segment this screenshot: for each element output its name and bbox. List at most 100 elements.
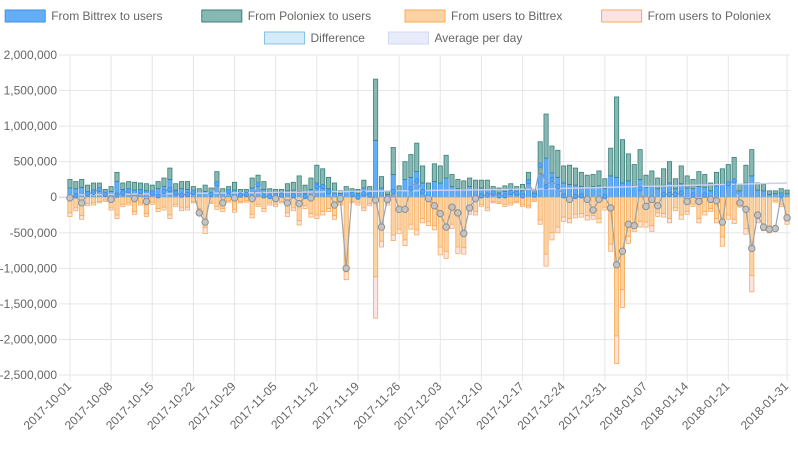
difference-point[interactable] [642, 202, 650, 211]
difference-point[interactable] [478, 193, 485, 199]
difference-point[interactable] [695, 197, 703, 206]
difference-point[interactable] [314, 183, 320, 190]
difference-point[interactable] [742, 205, 750, 214]
difference-point[interactable] [565, 195, 574, 204]
difference-point[interactable] [778, 192, 784, 198]
difference-point[interactable] [537, 162, 543, 168]
difference-point[interactable] [243, 191, 249, 198]
difference-point[interactable] [442, 223, 450, 231]
difference-point[interactable] [460, 229, 468, 238]
difference-point[interactable] [618, 247, 627, 255]
difference-point[interactable] [330, 201, 339, 209]
difference-point[interactable] [73, 193, 79, 199]
difference-point[interactable] [555, 183, 561, 190]
difference-point[interactable] [137, 188, 144, 195]
difference-point[interactable] [771, 224, 780, 233]
difference-point[interactable] [114, 192, 120, 198]
difference-point[interactable] [560, 193, 567, 199]
difference-point[interactable] [543, 183, 549, 190]
difference-point[interactable] [783, 214, 791, 222]
difference-point[interactable] [342, 264, 350, 273]
difference-point[interactable] [436, 209, 444, 218]
difference-point[interactable] [390, 188, 396, 195]
difference-point[interactable] [496, 193, 502, 199]
difference-point[interactable] [278, 192, 285, 198]
difference-point[interactable] [248, 194, 256, 203]
difference-point[interactable] [120, 190, 126, 196]
difference-point[interactable] [578, 193, 585, 199]
difference-point[interactable] [367, 192, 373, 198]
difference-point[interactable] [237, 192, 244, 198]
difference-point[interactable] [149, 190, 155, 196]
difference-point[interactable] [142, 197, 151, 206]
difference-point[interactable] [167, 186, 173, 193]
difference-point[interactable] [731, 178, 737, 184]
difference-point[interactable] [531, 192, 538, 198]
difference-point[interactable] [683, 197, 691, 206]
difference-point[interactable] [383, 195, 392, 204]
difference-point[interactable] [102, 191, 108, 198]
difference-point[interactable] [190, 189, 197, 195]
difference-point[interactable] [130, 194, 139, 203]
difference-point[interactable] [706, 195, 715, 204]
difference-point[interactable] [255, 181, 261, 188]
difference-point[interactable] [271, 194, 280, 203]
difference-point[interactable] [419, 188, 426, 195]
difference-point[interactable] [508, 189, 514, 195]
difference-point[interactable] [77, 199, 86, 207]
difference-point[interactable] [678, 190, 684, 196]
difference-point[interactable] [155, 193, 161, 199]
difference-point[interactable] [290, 193, 297, 199]
difference-point[interactable] [319, 183, 326, 190]
difference-point[interactable] [430, 202, 439, 210]
difference-point[interactable] [336, 194, 345, 203]
difference-point[interactable] [201, 218, 209, 226]
legend-item[interactable]: Difference [264, 31, 366, 45]
difference-point[interactable] [748, 244, 756, 253]
difference-point[interactable] [90, 189, 97, 195]
difference-point[interactable] [401, 205, 409, 214]
difference-point[interactable] [637, 185, 643, 192]
difference-point[interactable] [672, 191, 679, 198]
legend-item[interactable]: Average per day [388, 31, 523, 45]
difference-point[interactable] [448, 203, 456, 211]
difference-point[interactable] [484, 192, 490, 198]
difference-point[interactable] [725, 181, 731, 187]
difference-point[interactable] [589, 206, 597, 214]
difference-point[interactable] [654, 202, 662, 210]
difference-point[interactable] [225, 188, 232, 195]
difference-point[interactable] [624, 220, 633, 228]
difference-point[interactable] [283, 199, 292, 207]
difference-point[interactable] [607, 204, 615, 212]
difference-point[interactable] [414, 178, 420, 184]
difference-point[interactable] [525, 178, 532, 185]
difference-point[interactable] [454, 209, 462, 217]
difference-point[interactable] [295, 199, 303, 208]
difference-point[interactable] [490, 190, 496, 196]
difference-point[interactable] [214, 181, 220, 187]
difference-point[interactable] [349, 191, 355, 198]
difference-point[interactable] [519, 193, 526, 199]
difference-point[interactable] [325, 188, 332, 195]
difference-point[interactable] [126, 188, 132, 194]
difference-point[interactable] [602, 193, 608, 200]
difference-point[interactable] [355, 194, 361, 200]
difference-point[interactable] [666, 191, 673, 198]
difference-point[interactable] [583, 195, 591, 204]
difference-point[interactable] [208, 191, 214, 198]
legend-item[interactable]: From users to Bittrex [404, 9, 562, 23]
difference-point[interactable] [107, 195, 115, 204]
difference-point[interactable] [230, 194, 239, 202]
difference-point[interactable] [178, 192, 185, 198]
difference-point[interactable] [267, 193, 273, 200]
difference-point[interactable] [612, 261, 621, 269]
difference-point[interactable] [549, 176, 555, 183]
difference-point[interactable] [261, 193, 267, 199]
legend-item[interactable]: From users to Poloniex [601, 9, 771, 23]
difference-point[interactable] [302, 193, 308, 200]
difference-point[interactable] [84, 190, 91, 197]
difference-point[interactable] [630, 221, 638, 230]
difference-point[interactable] [66, 194, 74, 202]
difference-point[interactable] [690, 192, 696, 198]
difference-point[interactable] [648, 195, 656, 204]
